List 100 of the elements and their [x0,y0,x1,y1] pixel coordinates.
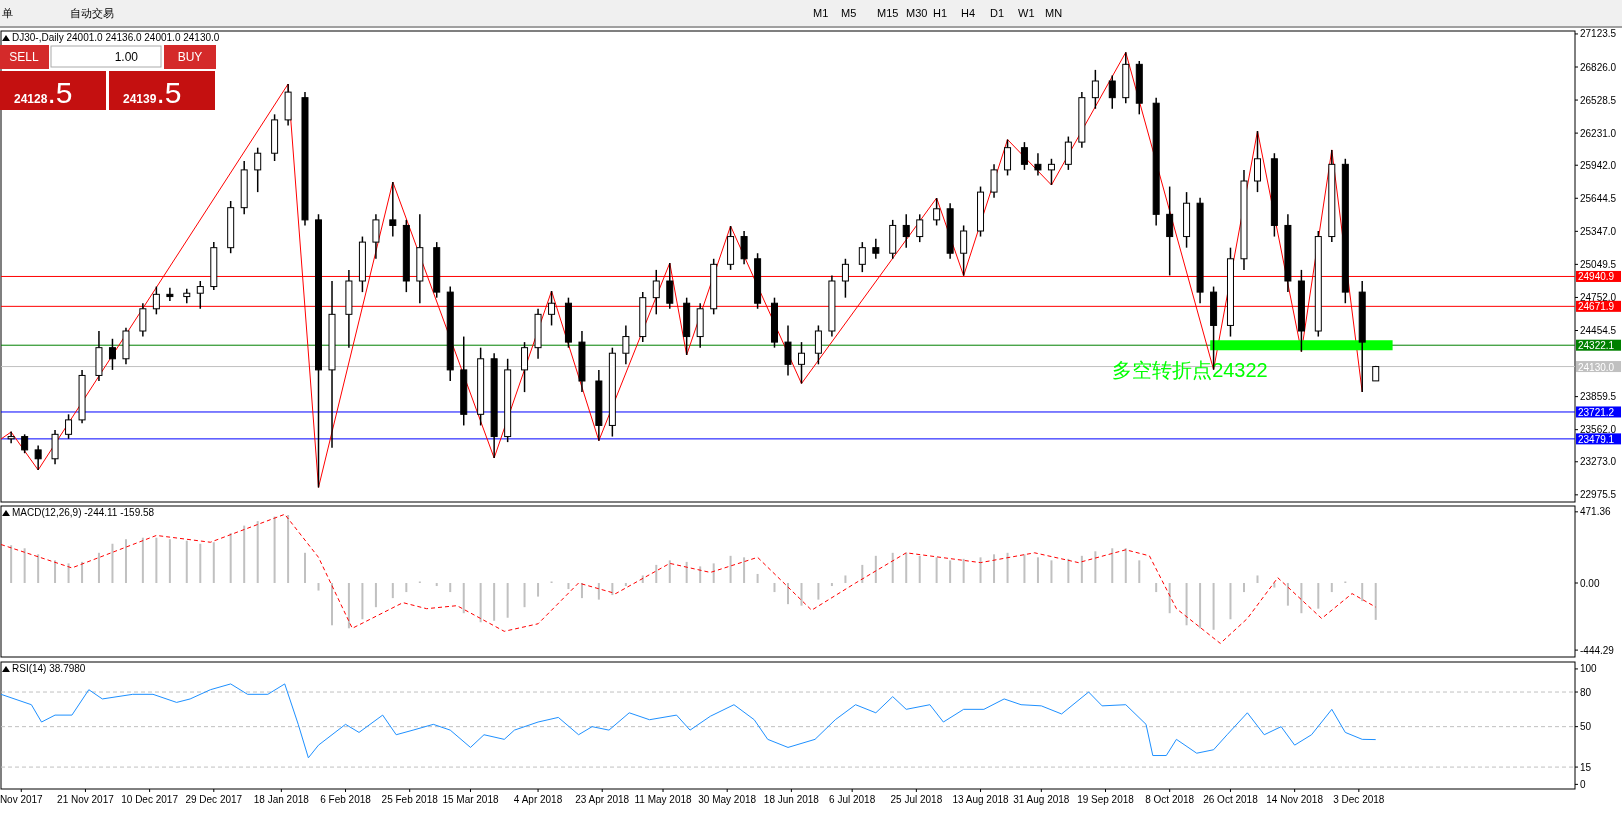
bar [405,583,408,593]
bar [185,540,188,584]
bar [1050,560,1053,584]
bar [668,560,671,584]
bar [1256,575,1259,584]
candlestick [841,258,849,299]
x-tick-label: 30 May 2018 [698,794,757,805]
text: M30 [906,7,928,19]
text: D1 [990,7,1005,19]
y-tick-label: 25049.5 [1580,258,1617,270]
x-tick-label: 23 Apr 2018 [575,794,630,805]
y-tick-label: 22975.5 [1580,489,1617,501]
bar [993,554,996,584]
x-tick-label: 3 Dec 2018 [1333,794,1385,805]
y-tick-label: 0 [1580,778,1586,790]
candlestick [65,413,73,440]
candlestick [1020,141,1028,171]
candlestick [1166,185,1174,277]
bar [567,583,570,590]
candlestick [1004,138,1012,177]
y-tick-label: 25347.0 [1580,225,1617,237]
bar [168,539,171,584]
bar [905,552,908,584]
bar [1138,560,1141,584]
bar [1286,583,1289,606]
bar [111,543,114,584]
bar [273,516,276,584]
candlestick [798,341,806,385]
bar [773,583,776,593]
ref-line-label: 24322.1 [1578,340,1615,352]
x-tick-label: 10 Dec 2017 [121,794,179,805]
bar [743,557,746,584]
candlestick [784,324,792,377]
candlestick [1047,158,1055,186]
bar [141,537,144,584]
y-tick-label: 24454.5 [1580,325,1617,336]
text: H1 [933,7,948,19]
bar [1094,551,1097,584]
annotation: 多空转折点24322 [1112,359,1268,382]
bar [303,552,306,584]
candlestick [814,324,822,366]
y-tick-label: 100 [1580,663,1598,675]
bar [1317,583,1320,609]
bar [1242,583,1245,593]
y-tick-label: 471.36 [1580,506,1612,518]
y-tick-label: 23562.0 [1580,424,1617,436]
candlestick [166,286,174,302]
text: M1 [813,7,829,19]
candlestick [933,197,941,227]
candlestick [108,338,116,371]
bar [1229,583,1232,620]
annotation: 24128.5 [14,76,73,109]
y-tick-label: 27123.5 [1580,28,1617,40]
x-tick-label: 11 May 2018 [634,794,692,805]
bar [655,564,658,584]
text: 自动交易 [70,7,114,19]
candlestick [902,213,910,249]
candlestick [34,444,42,471]
annotation: SELL [9,50,39,64]
bar [479,583,482,623]
y-tick-label: 26231.0 [1580,127,1617,139]
bar [67,563,70,584]
candlestick [152,285,160,316]
bar [23,548,26,584]
bar [817,583,820,600]
bar [641,575,644,584]
candlestick [21,433,29,454]
bar [243,525,246,584]
bar [1023,554,1026,584]
candlestick [666,262,674,310]
bar [493,583,496,621]
x-tick-label: 6 Jul 2018 [829,794,876,805]
bar [830,583,833,587]
candlestick [740,230,748,266]
y-tick-label: 25942.0 [1580,159,1617,171]
y-tick-label: 80 [1580,686,1592,698]
bar [1199,583,1202,629]
y-tick-label: 26826.0 [1580,61,1617,73]
x-tick-label: 29 Dec 2017 [185,794,243,805]
candlestick [372,213,380,260]
bar [10,545,13,584]
y-tick-label: 15 [1580,761,1592,773]
candlestick [960,224,968,277]
bar [124,539,127,584]
bar [1006,552,1009,584]
candlestick [254,146,262,193]
bar [729,555,732,584]
x-tick-label: 4 Apr 2018 [513,794,563,805]
x-tick-label: 19 Sep 2018 [1077,794,1135,805]
annotation: BUY [177,50,203,64]
bar [523,583,526,608]
candlestick [916,213,924,243]
bar [37,554,40,584]
bar [624,583,627,587]
bar [1067,558,1070,584]
text: H4 [961,7,976,19]
bar [685,561,688,584]
bar [1212,583,1215,630]
chart-title: MACD(12,26,9) -244.11 -159.58 [12,507,155,518]
bar [1273,583,1276,588]
